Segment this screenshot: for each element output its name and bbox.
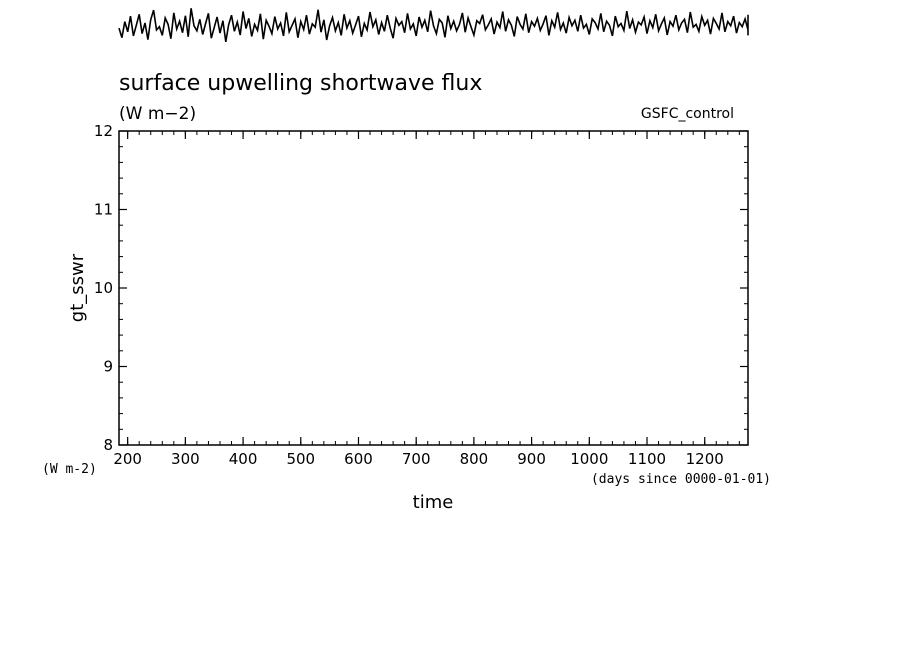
dataset-label: GSFC_control xyxy=(641,106,734,122)
y-tick-label: 10 xyxy=(94,279,113,297)
x-units-label: (days since 0000-01-01) xyxy=(591,472,771,487)
x-tick-label: 700 xyxy=(402,450,431,468)
x-tick-label: 1100 xyxy=(628,450,666,468)
units-label: (W m−2) xyxy=(119,104,196,124)
plot-frame xyxy=(118,130,749,446)
y-tick-label: 9 xyxy=(103,358,113,376)
x-tick-label: 1000 xyxy=(570,450,608,468)
x-tick-label: 400 xyxy=(229,450,258,468)
x-tick-label: 600 xyxy=(344,450,373,468)
chart-title: surface upwelling shortwave flux xyxy=(119,71,482,96)
x-axis-label: time xyxy=(413,492,454,513)
x-tick-label: 200 xyxy=(113,450,142,468)
y-units-label: (W m-2) xyxy=(42,462,97,477)
x-tick-label: 500 xyxy=(286,450,315,468)
y-axis-label: gt_sswr xyxy=(67,253,88,322)
strip-sparkline xyxy=(118,8,749,43)
x-tick-label: 900 xyxy=(517,450,546,468)
y-tick-label: 11 xyxy=(94,201,113,219)
y-tick-label: 12 xyxy=(94,122,113,140)
axes: 200 300 400 500 600 700 800 900 1000 1100 1200 8 9 10… xyxy=(94,122,748,468)
x-tick-label: 1200 xyxy=(686,450,724,468)
y-tick-label: 8 xyxy=(103,436,113,454)
x-tick-label: 300 xyxy=(171,450,200,468)
x-tick-label: 800 xyxy=(460,450,489,468)
strip-series-line xyxy=(118,8,749,43)
